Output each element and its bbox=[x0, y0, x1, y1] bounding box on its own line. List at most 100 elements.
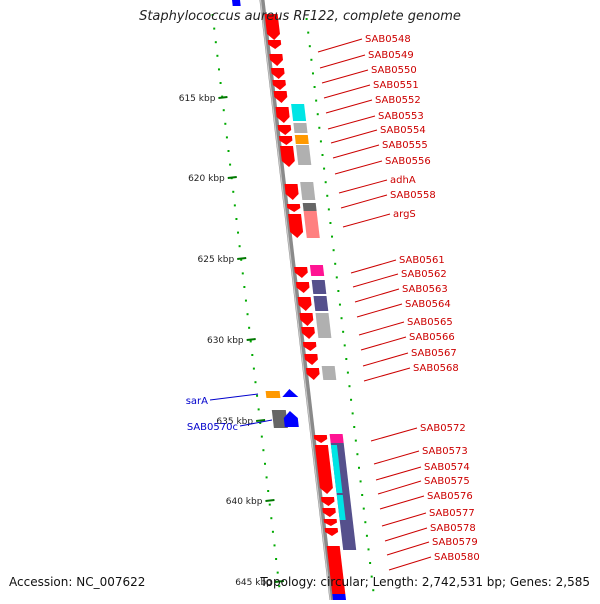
tick-dot-outer bbox=[351, 412, 354, 415]
tick-dot-outer bbox=[310, 58, 313, 61]
tick-dot-outer bbox=[367, 548, 370, 551]
gene-label-sab0576: SAB0576 bbox=[427, 491, 473, 502]
tick-dot-outer bbox=[365, 534, 368, 537]
tick-dot-outer bbox=[372, 589, 375, 592]
gene-label-sab0574: SAB0574 bbox=[424, 462, 470, 473]
tick-dot-inner bbox=[273, 544, 276, 547]
gene-arrow-forward bbox=[302, 342, 317, 351]
gene-label-sab0570c: SAB0570c bbox=[187, 422, 238, 433]
genome-summary-text: Topology: circular; Length: 2,742,531 bp… bbox=[260, 575, 590, 589]
gene-arrow-forward bbox=[304, 354, 318, 365]
tick-dot-outer bbox=[361, 494, 364, 496]
tick-dot-inner bbox=[233, 204, 236, 207]
gene-label-sab0575: SAB0575 bbox=[424, 476, 470, 487]
tick-dot-inner bbox=[249, 340, 252, 343]
tick-dot-inner bbox=[222, 109, 225, 112]
tick-dot-inner bbox=[275, 558, 278, 560]
gene-label-sara: sarA bbox=[186, 396, 208, 407]
edge-feature bbox=[232, 0, 241, 6]
gene-arrow-forward bbox=[322, 508, 336, 517]
leader-line bbox=[360, 336, 407, 351]
tick-dot-inner bbox=[271, 530, 274, 533]
gene-arrow-forward bbox=[313, 435, 328, 443]
gene-box-lane bbox=[309, 265, 325, 276]
gene-label-args: argS bbox=[393, 209, 416, 220]
gene-arrow-forward bbox=[267, 40, 282, 49]
gene-label-sab0551: SAB0551 bbox=[373, 80, 419, 91]
scale-tick-mark bbox=[237, 257, 247, 260]
leader-line bbox=[388, 556, 432, 571]
tick-dot-outer bbox=[340, 317, 343, 320]
tick-dot-inner bbox=[211, 14, 214, 16]
tick-dots: 615 kbp 620 kbp 625 kbp 630 kbp 635 kbp 640 k… bbox=[179, 14, 375, 592]
tick-dot-inner bbox=[265, 476, 268, 479]
leader-line bbox=[350, 259, 397, 274]
leader-line bbox=[321, 69, 369, 84]
tick-dot-outer bbox=[321, 154, 324, 156]
leader-line bbox=[377, 480, 422, 495]
gene-label-sab0555: SAB0555 bbox=[382, 140, 428, 151]
tick-dot-outer bbox=[313, 86, 316, 88]
gene-label-sab0562: SAB0562 bbox=[401, 269, 447, 280]
tick-dot-outer bbox=[323, 167, 326, 170]
tick-dot-inner bbox=[252, 367, 255, 370]
tick-dot-outer bbox=[362, 507, 365, 510]
tick-dot-inner bbox=[225, 136, 228, 139]
backbone bbox=[259, 0, 335, 604]
tick-dot-inner bbox=[260, 435, 263, 438]
tick-dot-inner bbox=[237, 231, 240, 234]
scale-tick-label: 615 kbp bbox=[179, 94, 216, 104]
gene-arrow-forward bbox=[314, 445, 333, 494]
sara-box bbox=[265, 391, 281, 398]
gene-label-sab0577: SAB0577 bbox=[429, 508, 475, 519]
leader-line bbox=[356, 303, 403, 318]
tick-dot-outer bbox=[327, 208, 330, 211]
tick-dot-inner bbox=[232, 190, 235, 193]
leader-line bbox=[386, 541, 430, 556]
tick-dot-outer bbox=[345, 358, 348, 360]
backbone-highlight bbox=[259, 0, 332, 604]
gene-box-lane bbox=[291, 104, 307, 121]
tick-dot-outer bbox=[338, 303, 341, 306]
leader-line bbox=[323, 84, 371, 99]
tick-dot-outer bbox=[369, 562, 372, 564]
leader-line bbox=[363, 367, 411, 382]
tick-dot-outer bbox=[359, 480, 362, 483]
gene-box-lane bbox=[315, 313, 332, 338]
tick-dot-inner bbox=[240, 258, 243, 261]
tick-dot-inner bbox=[262, 449, 265, 452]
tick-dot-inner bbox=[259, 422, 262, 424]
gene-label-sab0564: SAB0564 bbox=[405, 299, 451, 310]
gene-arrow-forward bbox=[264, 14, 280, 40]
tick-dot-outer bbox=[335, 276, 338, 279]
leader-line-left bbox=[239, 419, 273, 427]
tick-dot-outer bbox=[357, 466, 360, 469]
tick-dot-outer bbox=[337, 290, 340, 292]
gene-label-sab0556: SAB0556 bbox=[385, 156, 431, 167]
tick-dot-outer bbox=[356, 453, 359, 456]
tick-dot-inner bbox=[270, 517, 273, 520]
sab0570c-box bbox=[271, 410, 288, 428]
gene-label-sab0552: SAB0552 bbox=[375, 95, 421, 106]
gene-label-sab0568: SAB0568 bbox=[413, 363, 459, 374]
tick-dot-outer bbox=[343, 344, 346, 347]
leader-line bbox=[370, 427, 418, 442]
tick-dot-outer bbox=[315, 99, 318, 102]
leader-line bbox=[334, 160, 383, 175]
gene-box-lane bbox=[293, 123, 308, 133]
tick-dot-outer bbox=[342, 330, 345, 333]
tick-dot-inner bbox=[217, 68, 220, 71]
tick-dot-inner bbox=[251, 354, 254, 356]
tick-dot-inner bbox=[227, 150, 230, 152]
tick-dot-inner bbox=[219, 82, 222, 84]
leader-line bbox=[325, 99, 373, 114]
tick-dot-outer bbox=[324, 181, 327, 184]
scale-tick-mark bbox=[227, 176, 237, 179]
gene-box-lane bbox=[294, 135, 309, 144]
tick-dot-outer bbox=[370, 575, 373, 578]
gene-label-sab0554: SAB0554 bbox=[380, 125, 426, 136]
sara-arrow bbox=[282, 389, 299, 397]
leader-line bbox=[342, 213, 391, 228]
